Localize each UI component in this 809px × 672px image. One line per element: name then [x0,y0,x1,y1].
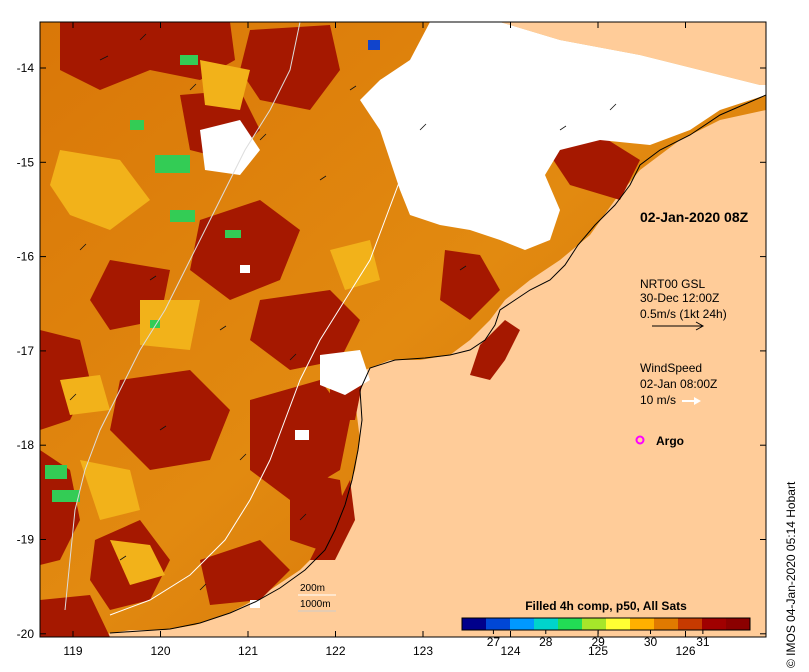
drifter-scale: 0.5m/s (1kt 24h) [640,307,727,321]
x-axis: 119 120 121 122 123 124 125 126 [63,22,696,658]
colorbar-tick-label: 31 [696,635,710,649]
colorbar-segment [462,618,487,630]
sst-cold-spot [368,40,380,50]
colorbar-segment [582,618,607,630]
colorbar: Filled 4h comp, p50, All Sats 27 28 29 30 31 [461,599,751,649]
argo-label: Argo [656,434,684,448]
wind-arrowhead-icon [694,397,701,405]
y-tick-label: -15 [17,155,35,169]
x-tick-label: 122 [325,644,345,658]
isobath-200m-label: 200m [300,583,325,594]
x-tick-label: 121 [238,644,258,658]
x-tick-label: 125 [588,644,608,658]
colorbar-tick-label: 28 [539,635,553,649]
colorbar-tick-label: 30 [644,635,658,649]
cloud-mask [200,22,766,608]
wind-time: 02-Jan 08:00Z [640,377,717,391]
drifter-name: NRT00 GSL [640,277,705,291]
y-axis: -14 -15 -16 -17 -18 -19 -20 [17,61,766,641]
colorbar-tick-label: 27 [487,635,501,649]
colorbar-segment [678,618,703,630]
colorbar-segment [702,618,727,630]
isobath-1000m [64,22,301,611]
colorbar-segment [534,618,559,630]
colorbar-segment [630,618,655,630]
y-tick-label: -18 [17,438,35,452]
colorbar-segment [510,618,535,630]
x-tick-label: 126 [675,644,695,658]
colorbar-segment [486,618,511,630]
y-tick-label: -14 [17,61,35,75]
wind-title: WindSpeed [640,361,702,375]
colorbar-segment [654,618,679,630]
colorbar-title: Filled 4h comp, p50, All Sats [525,599,687,613]
x-tick-label: 120 [150,644,170,658]
coastline [109,94,766,634]
timestamp-label: 02-Jan-2020 08Z [640,209,749,225]
x-tick-label: 119 [63,644,82,658]
isobath-legend: 200m 1000m [298,583,336,612]
isobath-200m [109,22,481,616]
argo-marker-icon [635,435,645,445]
y-tick-label: -20 [17,627,35,641]
map-plot-area [40,22,766,637]
y-tick-label: -16 [17,250,35,264]
plot-frame [39,21,767,638]
colorbar-ticks: 27 28 29 30 31 [487,630,710,649]
isobath-1000m-label: 1000m [300,599,331,610]
colorbar-tick-label: 29 [591,635,605,649]
sst-hot-patches [50,60,380,585]
x-tick-label: 124 [500,644,520,658]
drifter-time: 30-Dec 12:00Z [640,291,719,305]
colorbar-segment [726,618,751,630]
colorbar-frame [461,617,751,631]
copyright-notice: © IMOS 04-Jan-2020 05:14 Hobart [784,481,798,668]
drifter-arrowhead-icon [695,321,705,331]
y-tick-label: -17 [17,344,35,358]
wind-legend: WindSpeed 02-Jan 08:00Z 10 m/s [640,361,717,407]
colorbar-segment [558,618,583,630]
colorbar-gradient [462,618,751,630]
argo-legend: Argo [635,434,684,448]
sst-cool-patches [45,55,241,502]
wind-scale: 10 m/s [640,393,676,407]
drifter-legend: NRT00 GSL 30-Dec 12:00Z 0.5m/s (1kt 24h) [640,277,727,331]
vector-arrows [69,33,617,591]
x-tick-label: 123 [413,644,433,658]
y-tick-label: -19 [17,533,35,547]
colorbar-segment [606,618,631,630]
